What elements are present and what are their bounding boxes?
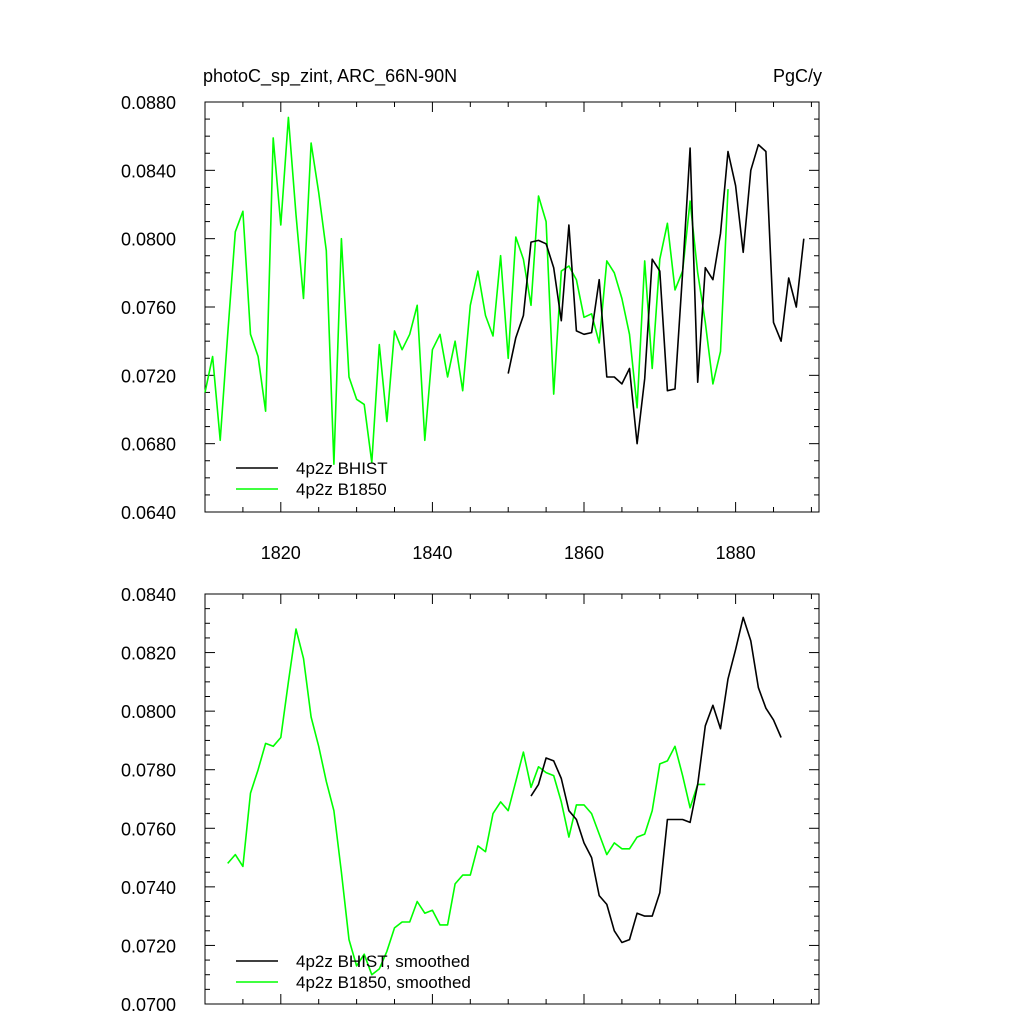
bottom-panel: 0.0700 0.0720 0.0740 0.0760 0.0780 0.0800 0.08… bbox=[121, 585, 820, 1015]
y-tick-label: 0.0680 bbox=[121, 435, 176, 455]
y-tick-label: 0.0760 bbox=[121, 298, 176, 318]
x-tick-label: 1840 bbox=[412, 543, 452, 563]
chart-title: photoC_sp_zint, ARC_66N-90N bbox=[203, 66, 457, 87]
series-line-4p2z-bhist-smoothed bbox=[530, 616, 782, 944]
legend-label: 4p2z BHIST, smoothed bbox=[296, 952, 470, 971]
x-tick-label: 1880 bbox=[716, 543, 756, 563]
y-tick-label: 0.0780 bbox=[121, 761, 176, 781]
y-tick-label: 0.0700 bbox=[121, 995, 176, 1015]
y-tick-label: 0.0800 bbox=[121, 702, 176, 722]
y-tick-label: 0.0740 bbox=[121, 878, 176, 898]
bottom-legend: 4p2z BHIST, smoothed 4p2z B1850, smoothed bbox=[236, 952, 471, 992]
series-line-4p2z-b1850 bbox=[204, 116, 729, 466]
top-series-lines bbox=[204, 116, 805, 466]
series-line-4p2z-b1850-smoothed bbox=[227, 628, 706, 976]
x-tick-label: 1860 bbox=[564, 543, 604, 563]
x-tick-label: 1820 bbox=[261, 543, 301, 563]
top-legend: 4p2z BHIST 4p2z B1850 bbox=[236, 459, 388, 499]
y-tick-label: 0.0800 bbox=[121, 230, 176, 250]
y-tick-label: 0.0760 bbox=[121, 819, 176, 839]
y-tick-label: 0.0640 bbox=[121, 503, 176, 523]
top-ticks: 0.0640 0.0680 0.0720 0.0760 0.0800 0.0840 0.08… bbox=[121, 93, 819, 563]
bottom-series-lines bbox=[227, 616, 782, 976]
bottom-ticks: 0.0700 0.0720 0.0740 0.0760 0.0780 0.0800 0.08… bbox=[121, 585, 819, 1015]
legend-label: 4p2z BHIST bbox=[296, 459, 388, 478]
y-tick-label: 0.0840 bbox=[121, 585, 176, 605]
series-line-4p2z-bhist bbox=[507, 143, 805, 445]
top-panel: photoC_sp_zint, ARC_66N-90N PgC/y 0.0640… bbox=[121, 66, 822, 563]
legend-label: 4p2z B1850 bbox=[296, 480, 387, 499]
y-tick-label: 0.0820 bbox=[121, 644, 176, 664]
y-tick-label: 0.0880 bbox=[121, 93, 176, 113]
y-tick-label: 0.0720 bbox=[121, 936, 176, 956]
units-label: PgC/y bbox=[773, 66, 822, 86]
legend-label: 4p2z B1850, smoothed bbox=[296, 973, 471, 992]
y-tick-label: 0.0840 bbox=[121, 161, 176, 181]
y-tick-label: 0.0720 bbox=[121, 366, 176, 386]
